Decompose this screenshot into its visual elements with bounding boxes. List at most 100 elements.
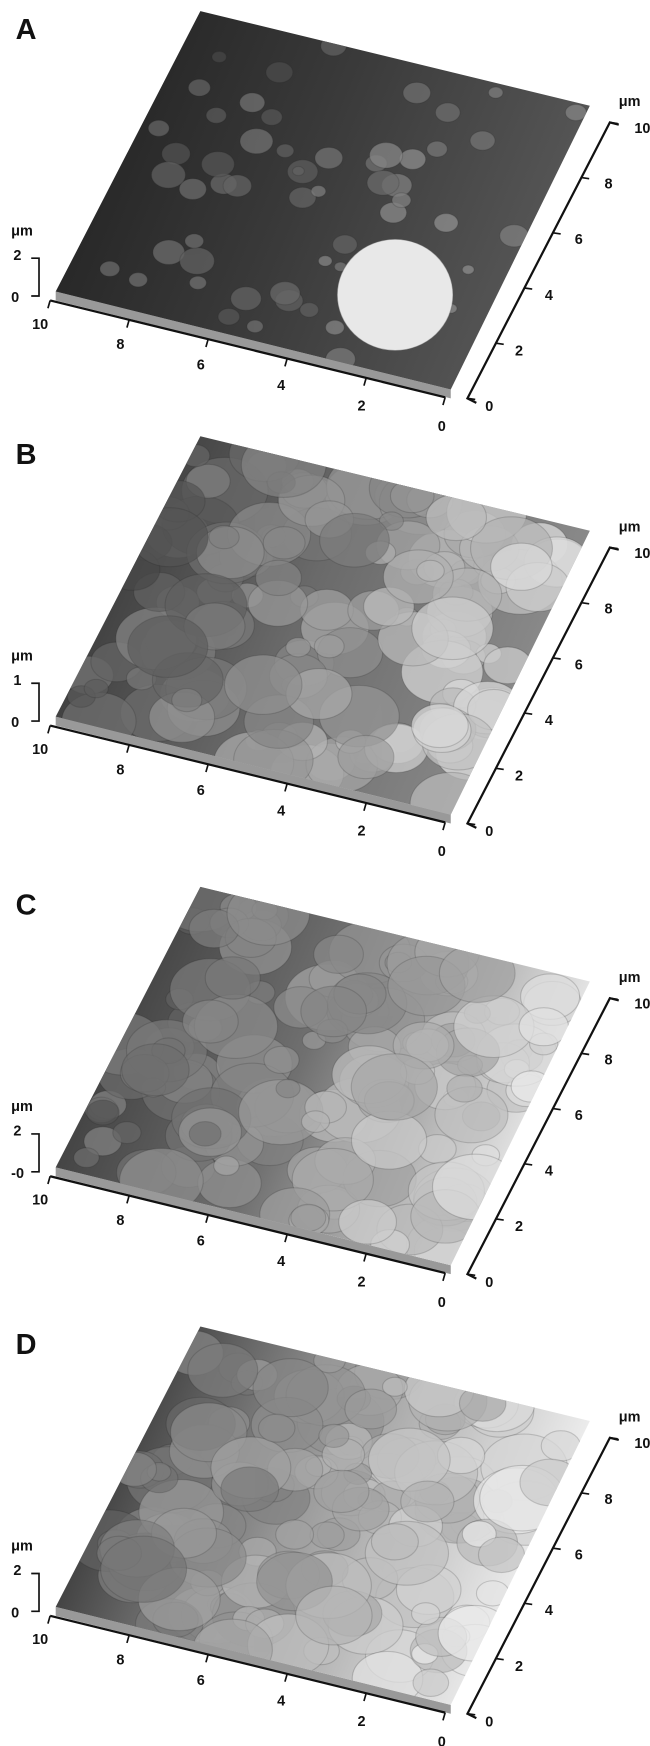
y-tick-label: 6	[575, 1108, 583, 1124]
grain	[392, 193, 411, 208]
y-tick	[524, 288, 532, 289]
grain	[128, 616, 208, 678]
x-tick-label: 2	[357, 399, 365, 415]
grain	[411, 704, 468, 748]
grain	[87, 1100, 119, 1125]
x-tick	[443, 1713, 445, 1721]
grain	[240, 93, 265, 112]
grain	[321, 36, 347, 56]
x-tick	[285, 359, 287, 367]
y-tick	[467, 1714, 475, 1715]
z-tick-label: -0	[11, 1166, 24, 1182]
z-bracket	[31, 1134, 39, 1172]
x-tick	[127, 1635, 129, 1643]
x-tick-label: 6	[197, 783, 205, 799]
x-tick	[285, 784, 287, 792]
x-tick-label: 10	[32, 1193, 48, 1209]
grain	[151, 162, 185, 188]
grain	[383, 1377, 408, 1396]
x-tick	[443, 822, 445, 830]
y-tick	[581, 1053, 589, 1054]
panel: Dμm2010864200246810μm	[11, 1326, 650, 1746]
x-tick	[285, 1674, 287, 1682]
y-tick-label: 0	[485, 1714, 493, 1730]
grain	[488, 87, 502, 98]
x-tick-label: 6	[197, 1233, 205, 1249]
x-tick	[127, 1196, 129, 1204]
grain	[314, 1470, 369, 1512]
z-tick-label: 2	[13, 1124, 21, 1140]
grain	[209, 526, 239, 549]
y-tick	[581, 178, 589, 179]
grain	[410, 772, 492, 835]
x-tick	[48, 726, 50, 734]
x-tick-label: 4	[277, 803, 285, 819]
grain	[310, 1522, 344, 1548]
y-tick-label: 6	[575, 657, 583, 673]
grain	[180, 248, 215, 275]
y-tick-label: 4	[545, 1603, 553, 1619]
x-tick-label: 0	[438, 419, 446, 435]
y-tick-label: 10	[634, 997, 650, 1013]
grain	[413, 1669, 449, 1696]
grain	[459, 1385, 506, 1421]
x-tick	[127, 745, 129, 753]
x-tick-label: 4	[277, 1254, 285, 1270]
grain	[435, 103, 460, 122]
grain	[183, 1000, 239, 1043]
y-tick	[581, 603, 589, 604]
grain	[300, 303, 319, 317]
y-tick	[496, 343, 504, 344]
grain	[311, 186, 326, 197]
grain	[241, 432, 326, 497]
grain	[320, 513, 390, 567]
y-tick-label: 4	[545, 713, 553, 729]
grain	[439, 944, 515, 1002]
grain	[129, 273, 147, 287]
grain	[314, 935, 364, 973]
grain	[302, 1111, 330, 1133]
grain	[462, 265, 474, 274]
grain	[100, 261, 120, 276]
grain	[390, 479, 434, 512]
y-unit: μm	[619, 94, 641, 110]
grain	[205, 957, 260, 999]
z-tick-label: 1	[13, 673, 21, 689]
grain	[371, 1524, 418, 1560]
x-tick-label: 8	[116, 337, 124, 353]
x-tick	[48, 1176, 50, 1184]
y-unit: μm	[619, 970, 641, 986]
y-tick	[610, 548, 618, 549]
grain	[338, 735, 394, 778]
grain	[434, 214, 458, 232]
x-tick	[48, 300, 50, 308]
y-tick	[610, 998, 618, 999]
grain	[276, 1079, 300, 1097]
panel-label: C	[16, 890, 37, 922]
y-tick	[496, 1659, 504, 1660]
y-tick-label: 0	[485, 399, 493, 415]
grain	[122, 1044, 189, 1096]
x-tick-label: 4	[277, 378, 285, 394]
grain	[314, 635, 344, 658]
grain	[333, 235, 357, 254]
grain	[412, 1603, 440, 1625]
grain	[185, 234, 204, 248]
x-tick	[364, 378, 366, 386]
x-tick-label: 10	[32, 317, 48, 333]
grain	[300, 589, 353, 630]
z-tick-label: 0	[11, 715, 19, 731]
grain	[84, 679, 108, 697]
panel-label: B	[16, 439, 37, 471]
x-tick	[206, 339, 208, 347]
grain	[189, 276, 206, 289]
z-bracket	[31, 258, 39, 296]
y-tick-label: 10	[634, 121, 650, 137]
y-unit: μm	[619, 519, 641, 535]
grain	[221, 1467, 279, 1512]
grain	[270, 282, 300, 305]
y-tick	[467, 823, 475, 824]
grain	[131, 508, 208, 567]
x-tick-label: 8	[116, 1213, 124, 1229]
